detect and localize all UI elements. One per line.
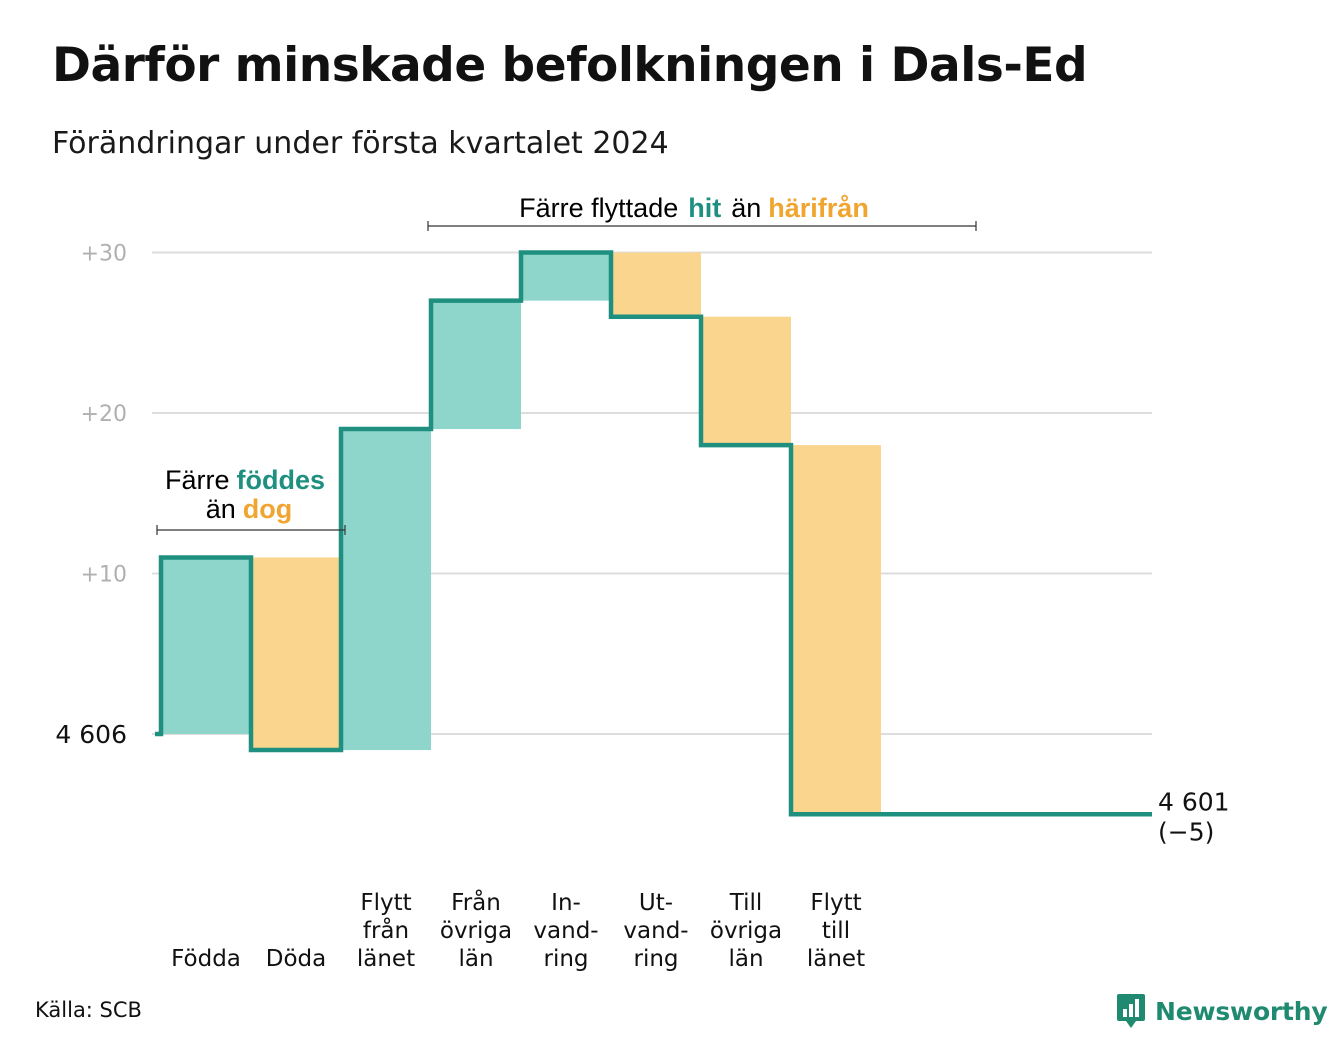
x-category-label: Flytt till länet <box>807 890 865 972</box>
x-category-label-line: övriga <box>710 918 782 944</box>
running-total-path <box>155 250 1152 817</box>
waterfall-bar <box>791 445 881 815</box>
x-category-label-line: länet <box>807 946 865 972</box>
x-category-label-line: Flytt <box>360 890 411 916</box>
waterfall-bar <box>161 557 251 734</box>
x-category-label: Till övriga län <box>710 890 782 972</box>
x-category-label-line: Till <box>729 890 763 916</box>
waterfall-bar <box>341 429 431 751</box>
births-deaths-annotation: Färre föddes än dog <box>156 465 346 535</box>
annotation-migration-text: Färre flyttade hit än härifrån <box>519 193 869 223</box>
annotation-teal-word: föddes <box>237 465 326 495</box>
waterfall-bar <box>701 316 791 446</box>
source-note: Källa: SCB <box>35 998 142 1022</box>
waterfall-bar <box>251 557 341 751</box>
brand-name: Newsworthy <box>1155 996 1328 1026</box>
x-category-label-line: Döda <box>266 946 326 972</box>
annotation-text: Färre <box>165 465 230 495</box>
x-category-label-line: till <box>822 918 850 944</box>
x-category-label-line: ring <box>543 946 588 972</box>
start-value-label: 4 606 <box>55 720 127 749</box>
x-category-label-line: övriga <box>440 918 512 944</box>
annotation-orange-word: härifrån <box>768 193 869 223</box>
annotation-births-line2: än dog <box>206 494 293 524</box>
bars <box>161 252 881 815</box>
x-category-label: Födda <box>171 946 241 972</box>
x-category-label-line: In- <box>551 890 581 916</box>
y-tick-label: +20 <box>81 402 127 427</box>
newsworthy-logo-icon <box>1117 994 1145 1028</box>
annotation-text: än <box>206 494 236 524</box>
chart-title: Därför minskade befolkningen i Dals-Ed <box>52 38 1088 93</box>
running-total-line <box>155 250 1152 817</box>
chart-subtitle: Förändringar under första kvartalet 2024 <box>52 126 669 161</box>
waterfall-bar <box>611 252 701 317</box>
x-category-label: Från övriga län <box>440 888 512 972</box>
x-category-label-line: län <box>728 946 763 972</box>
migration-annotation: Färre flyttade hit än härifrån <box>427 193 977 231</box>
waterfall-bar <box>521 252 611 301</box>
x-category-label-line: vand- <box>623 918 688 944</box>
x-category-label-line: Flytt <box>810 890 861 916</box>
x-category-label: Döda <box>266 946 326 972</box>
annotation-text: Färre flyttade <box>519 193 678 223</box>
x-category-label-line: vand- <box>533 918 598 944</box>
x-category-label-line: länet <box>357 946 415 972</box>
x-category-label-line: Födda <box>171 946 241 972</box>
x-category-label-line: ring <box>633 946 678 972</box>
y-tick-label: +30 <box>81 242 127 267</box>
annotation-teal-word: hit <box>688 193 721 223</box>
annotation-orange-word: dog <box>243 494 292 524</box>
x-category-label-line: Från <box>451 888 501 916</box>
annotation-births-line1: Färre föddes <box>165 465 325 495</box>
x-category-label-line: från <box>363 916 409 944</box>
x-category-label: Ut-vand-ring <box>623 890 688 972</box>
x-category-label: In-vand-ring <box>533 890 598 972</box>
x-category-label-line: Ut- <box>639 890 673 916</box>
x-category-label-line: län <box>458 946 493 972</box>
end-change-label: (−5) <box>1158 817 1214 846</box>
brand-logo: Newsworthy <box>1116 992 1328 1030</box>
annotation-text: än <box>731 193 761 223</box>
end-value-label: 4 601 <box>1158 787 1230 816</box>
waterfall-bar <box>431 300 521 430</box>
y-tick-label: +10 <box>81 563 127 588</box>
x-category-label: Flytt från länet <box>357 890 415 972</box>
